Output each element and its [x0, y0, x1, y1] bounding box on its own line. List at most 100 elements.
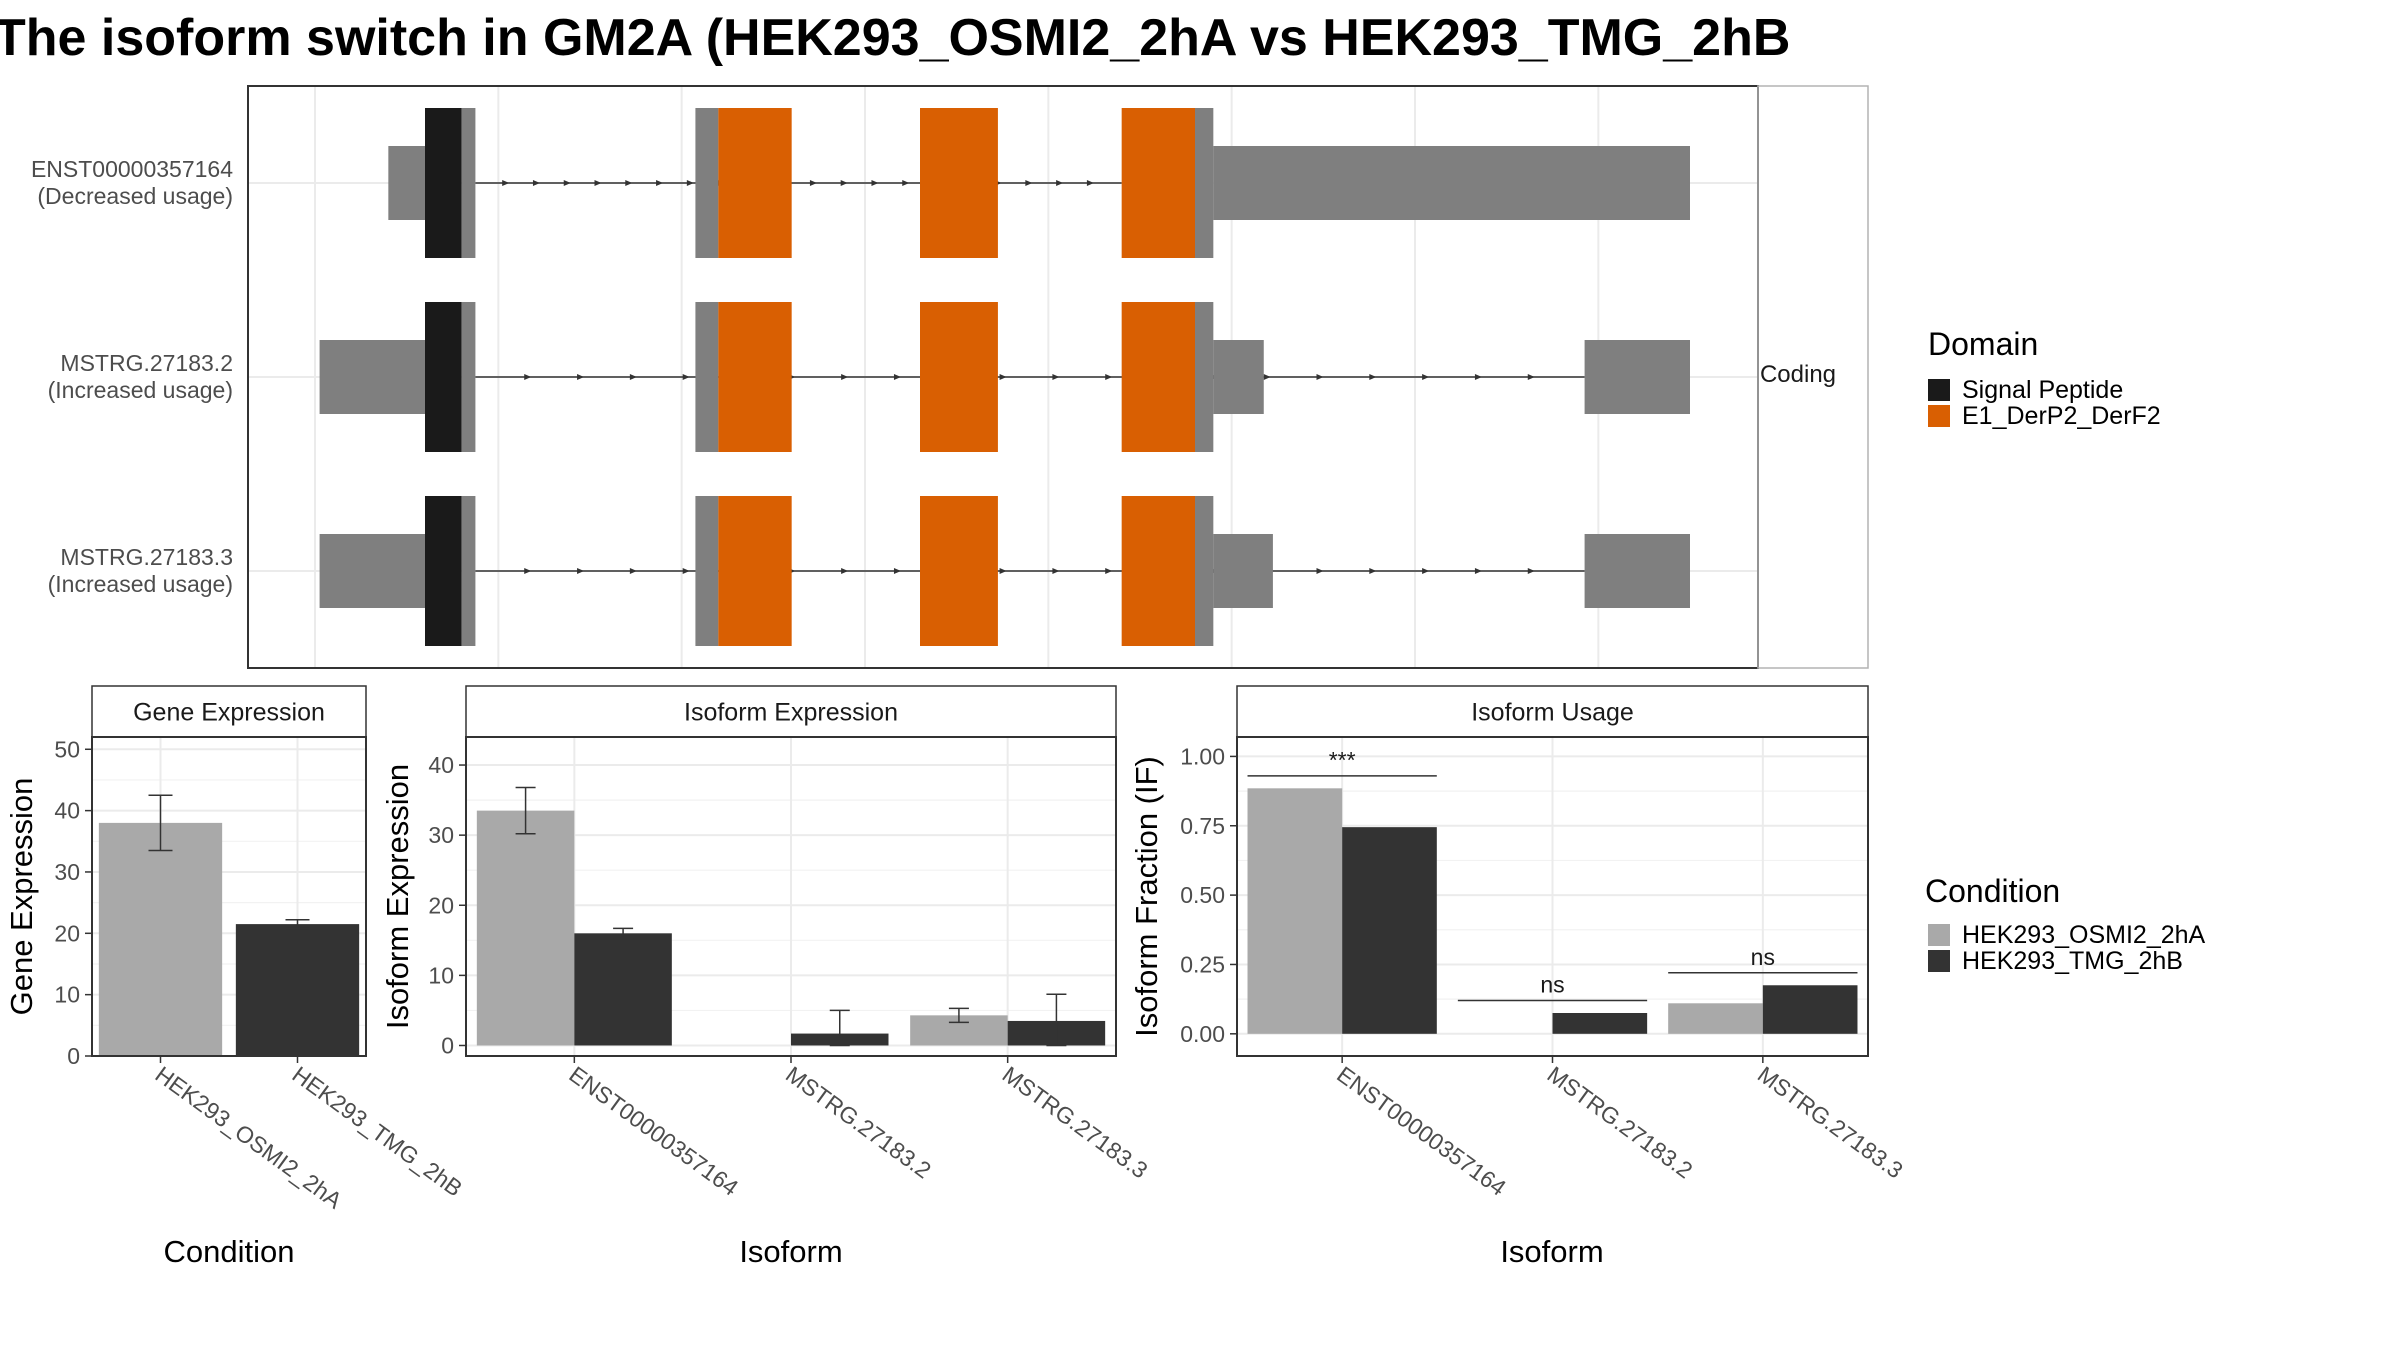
y-tick-label: 40: [54, 798, 80, 824]
bar-enst00000357164-tmg: [1342, 827, 1437, 1034]
exon-domain-e1-mstrg-27183-2: [718, 302, 792, 452]
exon-domain-e1-mstrg-27183-2: [1121, 302, 1195, 452]
exon-domain-e1-mstrg-27183-3: [920, 496, 998, 646]
intron-arrow-enst00000357164: [686, 180, 694, 186]
isoform-expression-panel: Isoform Expression 0 10 20 30 40 ENST000003571…: [380, 685, 1153, 1269]
exon-cds-mstrg-27183-2: [461, 302, 476, 452]
bar-enst00000357164-tmg: [574, 933, 672, 1046]
exon-cds-mstrg-27183-2: [1195, 302, 1214, 452]
intron-arrow-mstrg-27183-2: [999, 374, 1007, 380]
legend-label-tmg: HEK293_TMG_2hB: [1962, 947, 2183, 975]
intron-arrow-mstrg-27183-3: [524, 568, 532, 574]
isoform-usage-panel: Isoform Usage 0.00 0.25 0.50 0.75 1.00 *** ns ns…: [1129, 685, 1908, 1269]
exon-signal-peptide-mstrg-27183-3: [425, 496, 462, 646]
bar-enst00000357164-osmi2: [476, 810, 575, 1046]
intron-arrow-mstrg-27183-3: [1052, 568, 1060, 574]
x-axis-title: Condition: [164, 1234, 295, 1269]
panel-strip-isoform-expression: [465, 685, 1117, 738]
intron-arrow-enst00000357164: [563, 180, 571, 186]
transcript-id-enst00000357164: ENST00000357164: [31, 156, 233, 182]
intron-arrow-mstrg-27183-2: [524, 374, 532, 380]
intron-arrow-mstrg-27183-3: [841, 568, 849, 574]
bar-hek293-osmi2-2ha: [98, 822, 223, 1056]
domain-legend-title: Domain: [1928, 326, 2038, 362]
exon-domain-e1-enst00000357164: [718, 108, 792, 258]
y-tick-label: 0.50: [1180, 882, 1225, 908]
bar-mstrg-27183-3-tmg: [1762, 985, 1858, 1034]
x-tick-label-mstrg-27183-2: MSTRG.27183.2: [1543, 1061, 1698, 1183]
intron-arrow-mstrg-27183-2: [1316, 374, 1324, 380]
intron-arrow-mstrg-27183-2: [1474, 374, 1482, 380]
y-axis-title: Isoform Fraction (IF): [1129, 756, 1164, 1037]
exon-utr-enst00000357164: [388, 146, 425, 220]
intron-arrow-mstrg-27183-3: [1474, 568, 1482, 574]
legend-swatch-e1-derp2-derf2: [1928, 405, 1950, 427]
intron-arrow-mstrg-27183-3: [999, 568, 1007, 574]
intron-arrow-mstrg-27183-2: [893, 374, 901, 380]
panel-strip-title-isoform-usage: Isoform Usage: [1471, 699, 1634, 727]
intron-arrow-mstrg-27183-3: [1527, 568, 1535, 574]
x-tick-label-mstrg-27183-3: MSTRG.27183.3: [998, 1061, 1153, 1183]
exon-domain-e1-enst00000357164: [920, 108, 998, 258]
exon-signal-peptide-enst00000357164: [425, 108, 462, 258]
panel-strip-isoform-usage: [1236, 685, 1869, 738]
intron-arrow-mstrg-27183-2: [1369, 374, 1377, 380]
intron-arrow-enst00000357164: [625, 180, 633, 186]
intron-arrow-mstrg-27183-2: [1527, 374, 1535, 380]
legend-label-osmi2: HEK293_OSMI2_2hA: [1962, 921, 2206, 949]
intron-arrow-mstrg-27183-2: [577, 374, 585, 380]
intron-arrow-mstrg-27183-3: [1369, 568, 1377, 574]
legend-swatch-signal-peptide: [1928, 379, 1950, 401]
y-tick-label: 0.25: [1180, 951, 1225, 977]
intron-arrow-mstrg-27183-2: [841, 374, 849, 380]
intron-arrow-enst00000357164: [656, 180, 664, 186]
x-tick-label-mstrg-27183-2: MSTRG.27183.2: [781, 1061, 936, 1183]
significance-label: ***: [1329, 747, 1356, 773]
panel-border: [91, 736, 367, 1057]
exon-utr-enst00000357164: [1213, 146, 1690, 220]
y-tick-label: 30: [428, 822, 454, 848]
exon-cds-enst00000357164: [1195, 108, 1214, 258]
condition-legend: Condition HEK293_OSMI2_2hA HEK293_TMG_2h…: [1925, 873, 2206, 975]
intron-arrow-mstrg-27183-2: [682, 374, 690, 380]
exon-domain-e1-enst00000357164: [1121, 108, 1195, 258]
intron-arrow-mstrg-27183-3: [682, 568, 690, 574]
exon-cds-mstrg-27183-2: [695, 302, 719, 452]
exon-domain-e1-mstrg-27183-2: [920, 302, 998, 452]
panel-strip-gene-expression: [91, 685, 367, 738]
exon-domain-e1-mstrg-27183-3: [1121, 496, 1195, 646]
intron-arrow-mstrg-27183-3: [1422, 568, 1430, 574]
exon-domain-e1-mstrg-27183-3: [718, 496, 792, 646]
exon-utr-mstrg-27183-2: [1213, 340, 1264, 414]
intron-arrow-enst00000357164: [502, 180, 510, 186]
y-tick-label: 20: [54, 920, 80, 946]
significance-label: ns: [1751, 944, 1775, 970]
y-tick-label: 30: [54, 859, 80, 885]
coding-strip-box: [1757, 85, 1869, 669]
panel-strip-title-isoform-expression: Isoform Expression: [684, 699, 898, 727]
intron-arrow-mstrg-27183-2: [1052, 374, 1060, 380]
exon-cds-enst00000357164: [461, 108, 476, 258]
domain-legend: Domain Signal Peptide E1_DerP2_DerF2: [1928, 326, 2161, 430]
intron-arrow-enst00000357164: [840, 180, 848, 186]
bar-mstrg-27183-3-osmi2: [1668, 1003, 1763, 1034]
x-axis-title: Isoform: [739, 1234, 842, 1269]
intron-arrow-enst00000357164: [594, 180, 602, 186]
panel-strip-title-gene-expression: Gene Expression: [133, 699, 325, 727]
transcript-usage-enst00000357164: (Decreased usage): [37, 183, 233, 209]
exon-utr-mstrg-27183-3: [1213, 534, 1273, 608]
y-tick-label: 40: [428, 752, 454, 778]
y-tick-label: 50: [54, 736, 80, 762]
y-tick-label: 0.00: [1180, 1021, 1225, 1047]
transcript-id-mstrg-27183-2: MSTRG.27183.2: [60, 350, 233, 376]
y-tick-label: 20: [428, 892, 454, 918]
y-tick-label: 1.00: [1180, 743, 1225, 769]
coding-strip-label: Coding: [1760, 361, 1836, 388]
exon-cds-enst00000357164: [695, 108, 719, 258]
exon-signal-peptide-mstrg-27183-2: [425, 302, 462, 452]
y-tick-label: 0: [441, 1032, 454, 1058]
x-axis-title: Isoform: [1500, 1234, 1603, 1269]
intron-arrow-mstrg-27183-3: [1316, 568, 1324, 574]
x-tick-label-enst00000357164: ENST00000357164: [1332, 1061, 1511, 1201]
